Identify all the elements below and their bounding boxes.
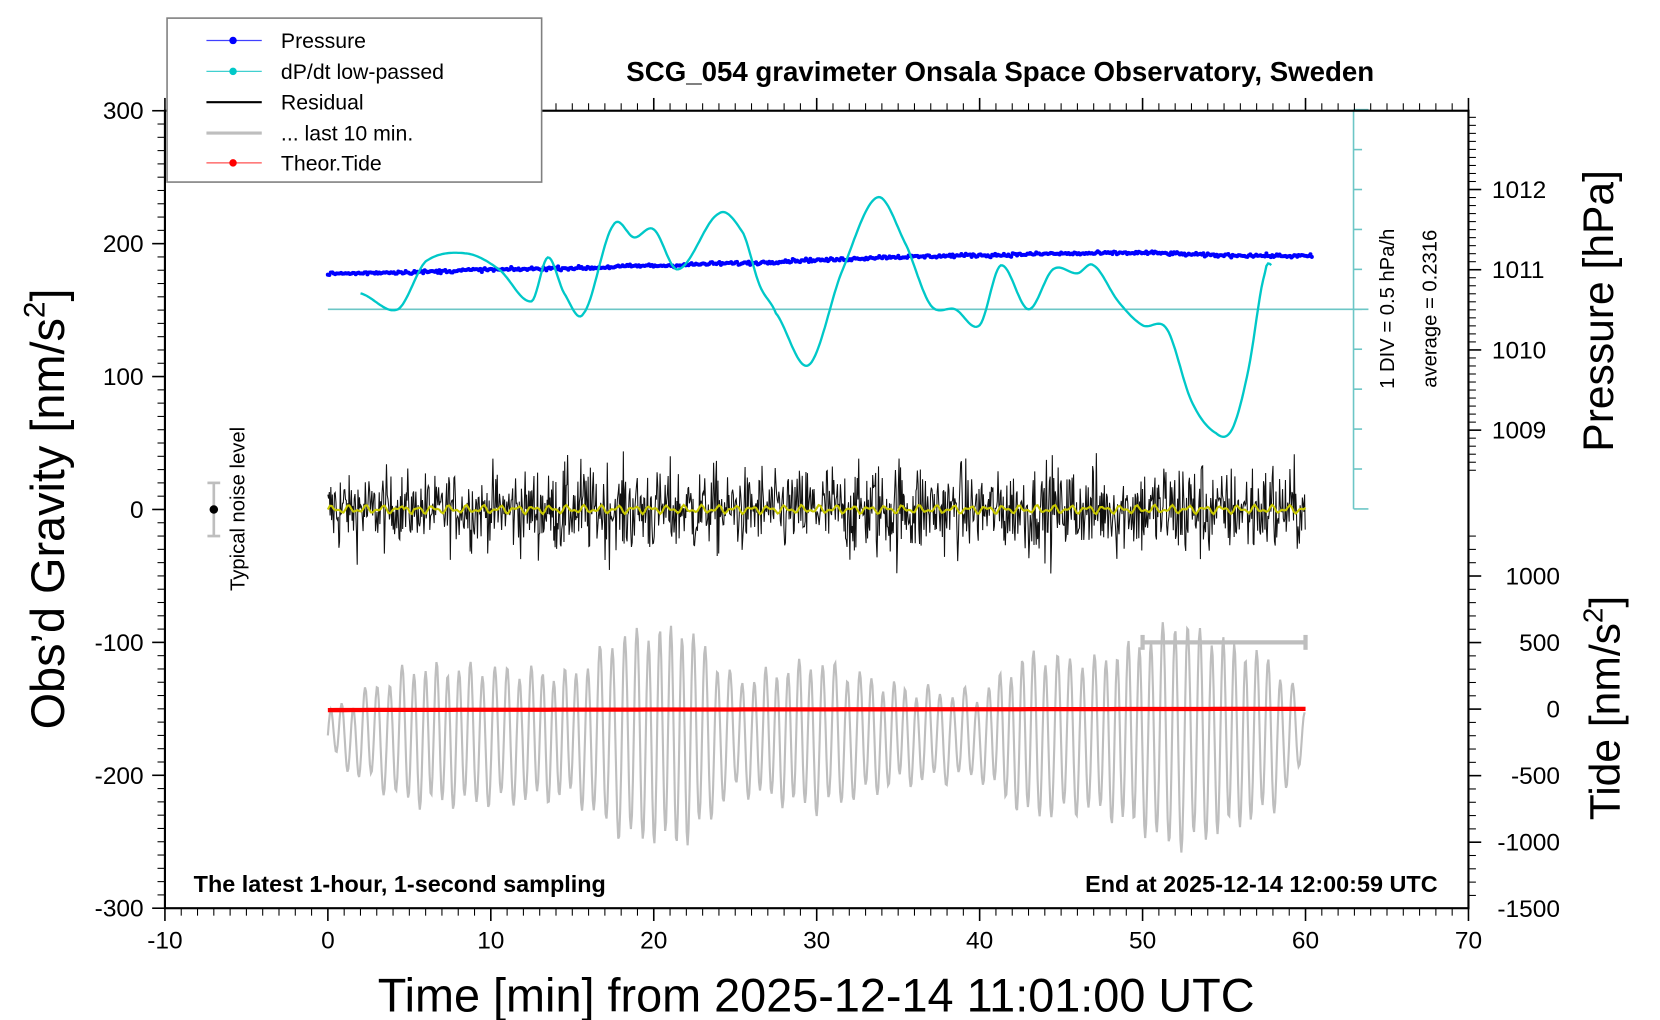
y-tide-tick-label: 1000: [1506, 564, 1560, 591]
legend-label-dpdt: dP/dt low-passed: [281, 60, 444, 84]
pressure-point: [556, 264, 561, 269]
y-left-tick-label: 200: [103, 231, 144, 258]
scale-div-annotation: 1 DIV = 0.5 hPa/h: [1377, 229, 1399, 389]
noise-level-label: Typical noise level: [228, 427, 250, 591]
x-tick-label: 10: [477, 928, 504, 955]
chart-title: SCG_054 gravimeter Onsala Space Observat…: [626, 56, 1374, 87]
y-left-tick-label: 0: [130, 497, 144, 524]
legend-marker-tide: [229, 159, 237, 167]
y-left-tick-label: -200: [95, 763, 144, 790]
tide-trace: [327, 706, 1306, 713]
y-axis-label-left-text: Obs’d Gravity [nm/s: [22, 318, 74, 729]
legend-label-last10: ... last 10 min.: [281, 122, 413, 146]
pressure-point: [1309, 254, 1314, 259]
y-tide-tick-label: 0: [1546, 697, 1560, 724]
y-axis-label-tide-text: Tide [nm/s: [1582, 623, 1630, 820]
x-tick-label: 70: [1455, 928, 1482, 955]
y-left-tick-label: -100: [95, 630, 144, 657]
footer-right-annotation: End at 2025-12-14 12:00:59 UTC: [1085, 871, 1438, 897]
y-tide-tick-label: 500: [1519, 630, 1560, 657]
x-axis-label: Time [min] from 2025-12-14 11:01:00 UTC: [378, 969, 1255, 1020]
x-tick-label: 60: [1292, 928, 1319, 955]
y-left-tick-label: 100: [103, 364, 144, 391]
y-axis-label-pressure: Pressure [hPa]: [1575, 170, 1623, 452]
legend-label-residual: Residual: [281, 91, 364, 115]
y-pressure-tick-label: 1011: [1492, 257, 1545, 284]
y-tide-tick-label: -1500: [1497, 896, 1560, 923]
legend-item-residual: Residual: [206, 91, 364, 115]
y-tide-tick-label: -1000: [1497, 830, 1560, 857]
pressure-point: [1262, 254, 1267, 259]
pressure-point: [478, 266, 483, 271]
residual-lowpass-trace: [326, 503, 1307, 516]
legend-item-pressure: Pressure: [206, 29, 366, 53]
legend-label-tide: Theor.Tide: [281, 151, 382, 175]
y-pressure-tick-label: 1009: [1492, 418, 1546, 445]
y-axis-label-tide: Tide [nm/s2]: [1578, 596, 1630, 820]
last10-trace: [326, 622, 1306, 853]
x-tick-label: 30: [803, 928, 830, 955]
y-axis-label-left-sup: 2: [19, 302, 52, 319]
y-axis-label-left: Obs’d Gravity [nm/s2]: [19, 288, 74, 729]
x-tick-label: 50: [1129, 928, 1156, 955]
x-tick-label: 40: [966, 928, 993, 955]
y-left-tick-label: -300: [95, 896, 144, 923]
pressure-point: [1201, 251, 1206, 256]
y-pressure-tick-label: 1012: [1492, 177, 1546, 204]
noise-level-dot: [209, 505, 219, 514]
y-pressure-tick-label: 1010: [1492, 337, 1546, 364]
x-tick-label: 20: [640, 928, 667, 955]
traces: [207, 108, 1369, 853]
legend-marker-pressure: [229, 36, 237, 45]
legend-item-last10: ... last 10 min.: [206, 122, 413, 146]
dpdt-trace: [360, 195, 1273, 439]
plot-area: -10 0 10 20 30 40 50 60 70-300-200-1000100200300…: [95, 97, 1560, 955]
legend-marker-dpdt: [229, 67, 237, 76]
x-tick-label: -10: [147, 928, 182, 955]
y-left-tick-label: 300: [103, 98, 144, 125]
pressure-point: [1009, 254, 1014, 259]
footer-left-annotation: The latest 1-hour, 1-second sampling: [194, 871, 606, 897]
y-axis-label-left-end: ]: [22, 288, 74, 301]
scale-average-annotation: average = 0.2316: [1420, 230, 1442, 388]
legend-item-dpdt: dP/dt low-passed: [206, 60, 444, 84]
y-axis-label-tide-sup: 2: [1578, 608, 1609, 623]
legend: Pressure dP/dt low-passed Residual ... l…: [166, 17, 543, 183]
legend-box: [166, 17, 543, 183]
x-tick-label: 0: [321, 928, 335, 955]
axes: -10 0 10 20 30 40 50 60 70-300-200-1000100200300…: [95, 97, 1560, 955]
y-tide-tick-label: -500: [1511, 763, 1560, 790]
legend-item-tide: Theor.Tide: [206, 151, 382, 175]
pressure-point: [806, 260, 811, 265]
y-axis-label-tide-end: ]: [1582, 596, 1630, 608]
legend-label-pressure: Pressure: [281, 29, 366, 53]
